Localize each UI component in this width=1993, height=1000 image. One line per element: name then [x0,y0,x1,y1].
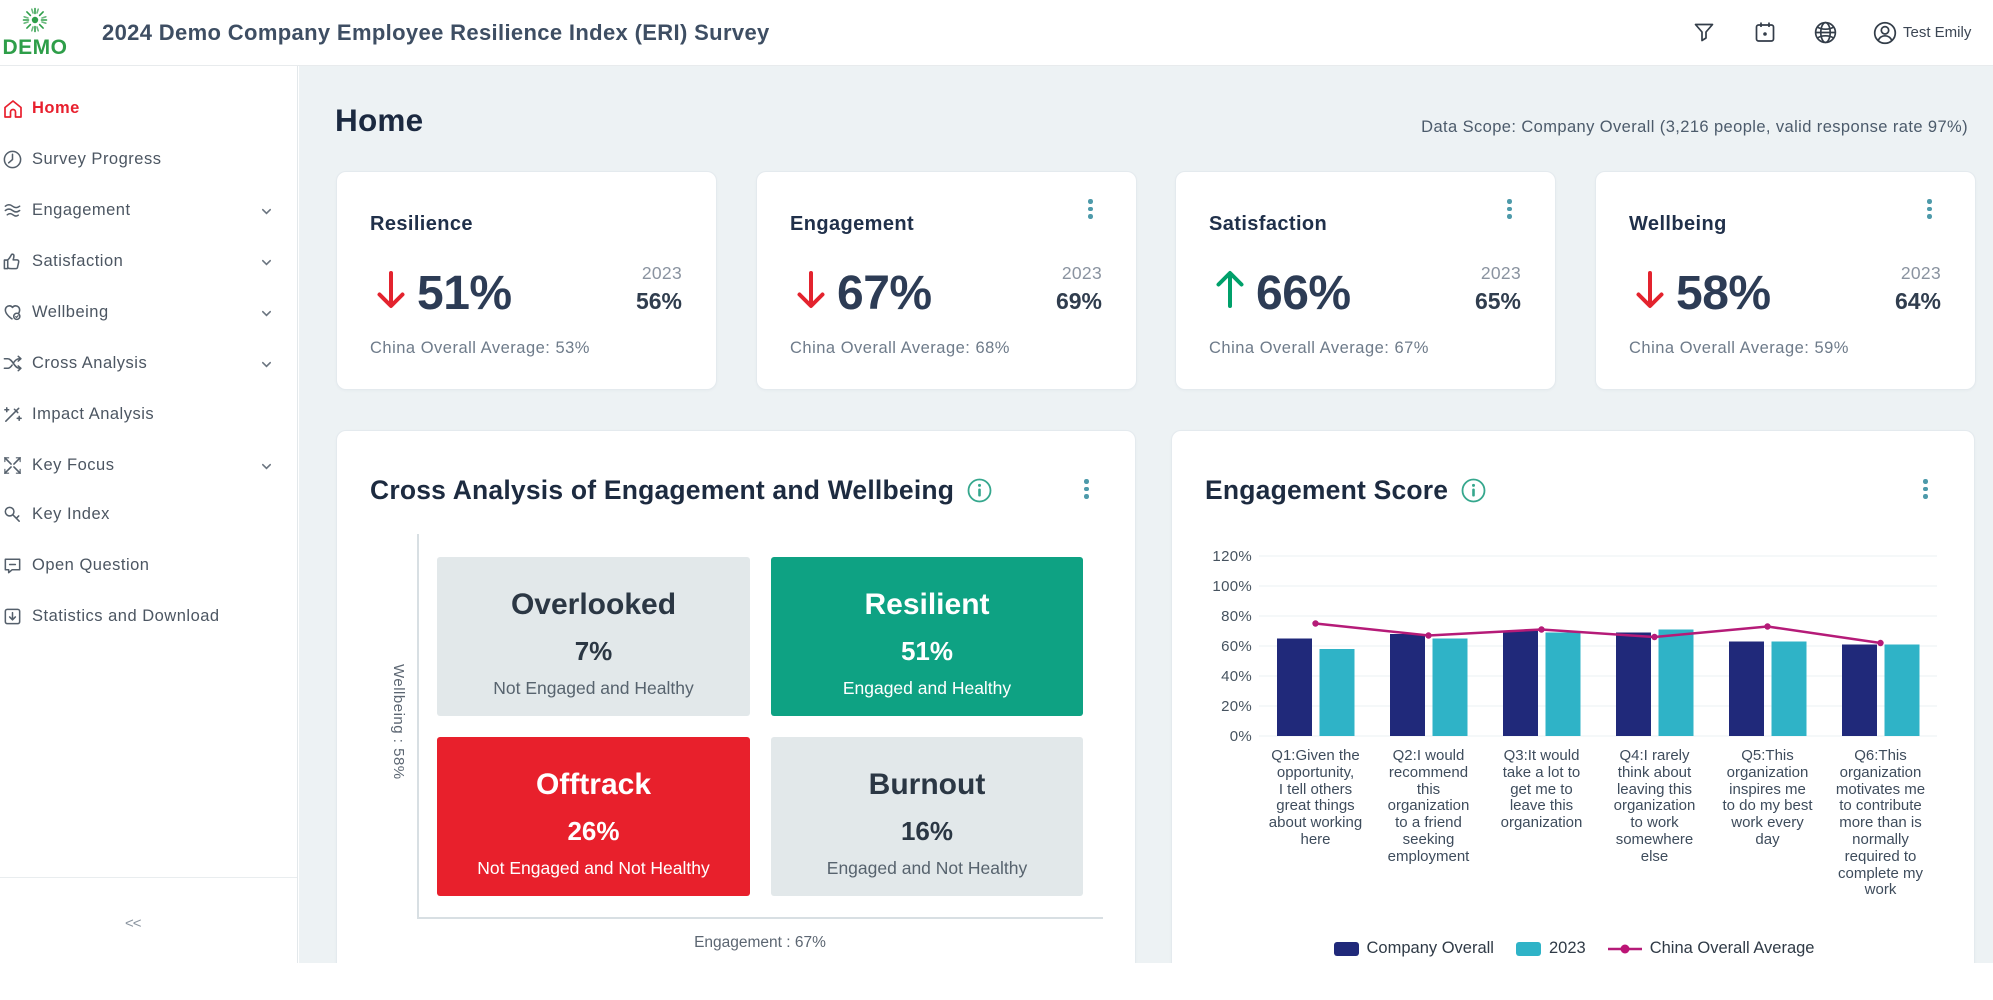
svg-text:100%: 100% [1212,578,1252,595]
svg-text:60%: 60% [1221,638,1252,655]
svg-text:80%: 80% [1221,608,1252,625]
svg-text:0%: 0% [1230,728,1252,745]
svg-text:120%: 120% [1212,548,1252,565]
svg-text:40%: 40% [1221,668,1252,685]
svg-text:20%: 20% [1221,698,1252,715]
